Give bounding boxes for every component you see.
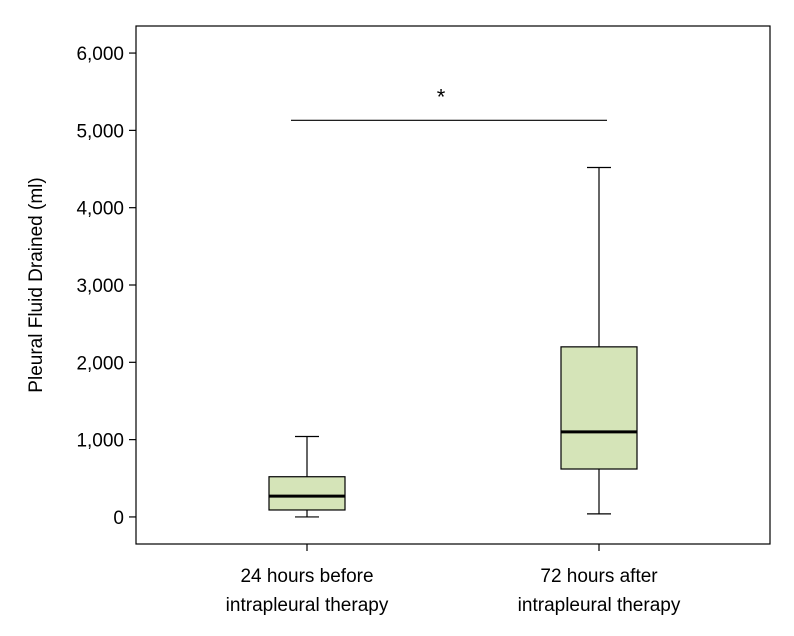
y-tick-label: 4,000 xyxy=(76,199,124,220)
y-axis-title: Pleural Fluid Drained (ml) xyxy=(26,177,47,392)
significance-asterisk: * xyxy=(437,84,446,109)
x-category-label: intrapleural therapy xyxy=(226,595,389,616)
y-tick-label: 2,000 xyxy=(76,353,124,374)
y-tick-label: 3,000 xyxy=(76,276,124,297)
significance-group: * xyxy=(291,84,607,121)
y-tick-label: 6,000 xyxy=(76,44,124,65)
boxes-group xyxy=(268,166,638,518)
plot-frame xyxy=(135,25,771,545)
x-axis: 24 hours before intrapleural therapy 72 ho… xyxy=(226,544,681,616)
iqr-box xyxy=(268,476,346,511)
y-tick-label: 0 xyxy=(113,508,124,529)
y-tick-label: 5,000 xyxy=(76,121,124,142)
x-category-label: 24 hours before xyxy=(240,566,373,587)
box-2 xyxy=(560,166,638,515)
iqr-box xyxy=(560,346,638,470)
box-1 xyxy=(268,435,346,518)
y-tick-label: 1,000 xyxy=(76,431,124,452)
y-axis: 0 1,000 2,000 3,000 4,000 5,000 6,000 xyxy=(76,44,136,529)
x-category-label: intrapleural therapy xyxy=(518,595,681,616)
x-category-label: 72 hours after xyxy=(540,566,658,587)
